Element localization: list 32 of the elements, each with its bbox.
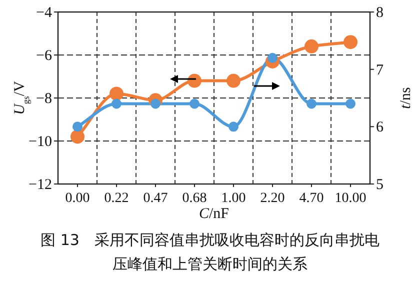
point: [306, 98, 316, 109]
y2-axis-title: t/ns: [398, 87, 414, 109]
point: [346, 98, 356, 109]
y-tick-label: −6: [36, 48, 52, 64]
x-tick-label: 1.00: [221, 191, 246, 206]
x-tick-label: 4.70: [299, 191, 324, 206]
y2-tick-label: 5: [376, 177, 384, 193]
point: [188, 74, 202, 88]
text: 图 13 采用不同容值串扰吸收电容时的反向串扰电压峰值和上管关断时间的关系: [40, 230, 380, 275]
point: [226, 74, 240, 88]
point: [190, 98, 200, 109]
x-tick-label: 0.68: [182, 191, 207, 206]
x-tick-label: 0.47: [143, 191, 168, 206]
point: [110, 86, 124, 101]
y-tick-label: −10: [28, 134, 52, 150]
y2-tick-label: 7: [376, 62, 384, 78]
y2-tick-label: 6: [376, 120, 384, 136]
point: [228, 122, 238, 132]
y-tick-label: −12: [28, 177, 52, 193]
y-tick-label: −4: [36, 5, 52, 21]
point: [304, 39, 318, 54]
point: [70, 130, 84, 144]
x-axis-title: C/nF: [198, 206, 230, 222]
point: [112, 98, 122, 109]
y2-tick-label: 8: [376, 5, 384, 21]
y-tick-label: −8: [36, 91, 52, 107]
x-tick-label: 0.00: [65, 191, 90, 206]
x-tick-label: 2.20: [260, 191, 285, 206]
point: [344, 35, 358, 50]
x-tick-label: 0.22: [104, 191, 129, 206]
x-tick-label: 10.00: [334, 191, 366, 206]
point: [72, 122, 82, 132]
